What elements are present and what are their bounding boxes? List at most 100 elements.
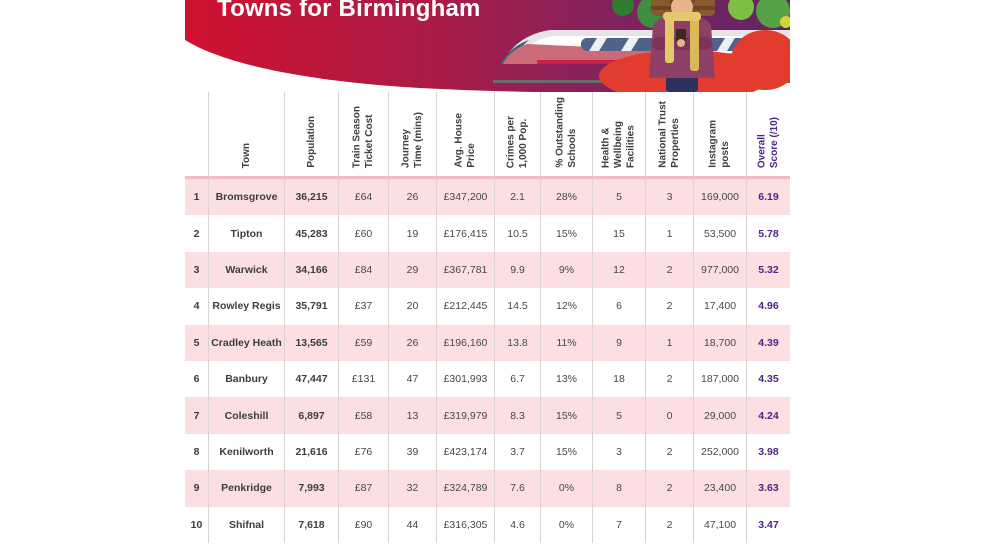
crimes-cell: 2.1 xyxy=(494,179,540,216)
ticket-cell: £76 xyxy=(338,433,388,471)
trust-cell: 2 xyxy=(645,288,693,325)
trust-cell: 1 xyxy=(645,215,693,252)
schools-cell: 0% xyxy=(540,470,592,507)
town-cell: Banbury xyxy=(208,360,284,398)
column-header-label: Avg. House Price xyxy=(453,113,477,168)
ticket-cell: £87 xyxy=(338,470,388,507)
score-cell: 4.96 xyxy=(746,288,790,325)
commuter-person-illustration xyxy=(649,0,715,92)
house-cell: £176,415 xyxy=(436,215,494,252)
town-cell: Warwick xyxy=(208,251,284,289)
population-cell: 7,993 xyxy=(284,470,338,507)
ticket-cell: £90 xyxy=(338,506,388,543)
journey-cell: 44 xyxy=(388,506,436,543)
journey-cell: 19 xyxy=(388,215,436,252)
population-cell: 35,791 xyxy=(284,288,338,325)
rank-cell: 7 xyxy=(193,409,200,422)
column-header-score: Overall Score (/10) xyxy=(746,92,790,176)
column-header-label: Instagram posts xyxy=(707,120,732,168)
table-row: 3 Warwick 34,166 £84 29 £367,781 9.9 9% 12 2 977,0… xyxy=(185,251,790,289)
instagram-cell: 17,400 xyxy=(693,288,746,325)
schools-cell: 15% xyxy=(540,215,592,252)
ticket-cell: £131 xyxy=(338,360,388,398)
schools-cell: 9% xyxy=(540,251,592,289)
population-cell: 7,618 xyxy=(284,506,338,543)
journey-cell: 13 xyxy=(388,397,436,434)
crimes-cell: 14.5 xyxy=(494,288,540,325)
health-cell: 15 xyxy=(592,215,645,252)
instagram-cell: 18,700 xyxy=(693,324,746,361)
score-cell: 4.39 xyxy=(746,324,790,361)
column-header-journey: Journey Time (mins) xyxy=(388,92,436,176)
health-cell: 7 xyxy=(592,506,645,543)
instagram-cell: 252,000 xyxy=(693,433,746,471)
health-cell: 5 xyxy=(592,179,645,216)
column-header-label: Population xyxy=(305,116,317,168)
column-header-ticket: Train Season Ticket Cost xyxy=(338,92,388,176)
crimes-cell: 9.9 xyxy=(494,251,540,289)
population-cell: 21,616 xyxy=(284,433,338,471)
town-cell: Shifnal xyxy=(208,506,284,543)
crimes-cell: 13.8 xyxy=(494,324,540,361)
rank-cell: 2 xyxy=(193,227,200,240)
column-header-town: Town xyxy=(208,92,284,176)
house-cell: £301,993 xyxy=(436,360,494,398)
rank-cell: 5 xyxy=(193,336,200,349)
house-cell: £319,979 xyxy=(436,397,494,434)
header-separator-line xyxy=(185,176,790,179)
health-cell: 8 xyxy=(592,470,645,507)
ticket-cell: £58 xyxy=(338,397,388,434)
health-cell: 5 xyxy=(592,397,645,434)
score-cell: 5.78 xyxy=(746,215,790,252)
trust-cell: 1 xyxy=(645,324,693,361)
rank-cell: 10 xyxy=(190,518,203,531)
population-cell: 6,897 xyxy=(284,397,338,434)
column-header-instagram: Instagram posts xyxy=(693,92,746,176)
crimes-cell: 8.3 xyxy=(494,397,540,434)
table-row: 1 Bromsgrove 36,215 £64 26 £347,200 2.1 28% 5 3 16… xyxy=(185,179,790,216)
town-cell: Tipton xyxy=(208,215,284,252)
house-cell: £423,174 xyxy=(436,433,494,471)
schools-cell: 15% xyxy=(540,397,592,434)
table-row: 8 Kenilworth 21,616 £76 39 £423,174 3.7 15% 3 2 25… xyxy=(185,433,790,471)
rank-cell: 9 xyxy=(193,482,200,495)
column-header-label: Crimes per 1,000 Pop. xyxy=(505,115,529,168)
table-row: 5 Cradley Heath 13,565 £59 26 £196,160 13.8 11%… xyxy=(185,324,790,361)
column-header-label: National Trust Properties xyxy=(657,101,681,168)
town-cell: Rowley Regis xyxy=(208,288,284,325)
population-cell: 13,565 xyxy=(284,324,338,361)
ticket-cell: £59 xyxy=(338,324,388,361)
town-cell: Bromsgrove xyxy=(208,179,284,216)
column-header-label: Train Season Ticket Cost xyxy=(351,105,375,168)
journey-cell: 20 xyxy=(388,288,436,325)
column-header-crimes: Crimes per 1,000 Pop. xyxy=(494,92,540,176)
town-cell: Coleshill xyxy=(208,397,284,434)
table-row: 7 Coleshill 6,897 £58 13 £319,979 8.3 15% 5 0 29,0… xyxy=(185,397,790,434)
crimes-cell: 6.7 xyxy=(494,360,540,398)
rank-cell: 1 xyxy=(193,191,200,204)
header-illustration xyxy=(185,0,790,92)
health-cell: 12 xyxy=(592,251,645,289)
trust-cell: 0 xyxy=(645,397,693,434)
page-title: Towns for Birmingham xyxy=(217,0,481,22)
instagram-cell: 47,100 xyxy=(693,506,746,543)
score-cell: 3.63 xyxy=(746,470,790,507)
instagram-cell: 23,400 xyxy=(693,470,746,507)
population-cell: 47,447 xyxy=(284,360,338,398)
crimes-cell: 10.5 xyxy=(494,215,540,252)
score-cell: 3.98 xyxy=(746,433,790,471)
journey-cell: 29 xyxy=(388,251,436,289)
rank-cell: 4 xyxy=(193,300,200,313)
header-banner: Towns for Birmingham xyxy=(185,0,790,92)
population-cell: 34,166 xyxy=(284,251,338,289)
trust-cell: 2 xyxy=(645,251,693,289)
column-header-population: Population xyxy=(284,92,338,176)
town-cell: Penkridge xyxy=(208,470,284,507)
column-header-label: Town xyxy=(240,142,252,168)
column-header-rank xyxy=(185,92,208,176)
journey-cell: 26 xyxy=(388,179,436,216)
score-cell: 3.47 xyxy=(746,506,790,543)
table-row: 4 Rowley Regis 35,791 £37 20 £212,445 14.5 12% 6… xyxy=(185,288,790,325)
trust-cell: 2 xyxy=(645,433,693,471)
rank-cell: 8 xyxy=(193,445,200,458)
